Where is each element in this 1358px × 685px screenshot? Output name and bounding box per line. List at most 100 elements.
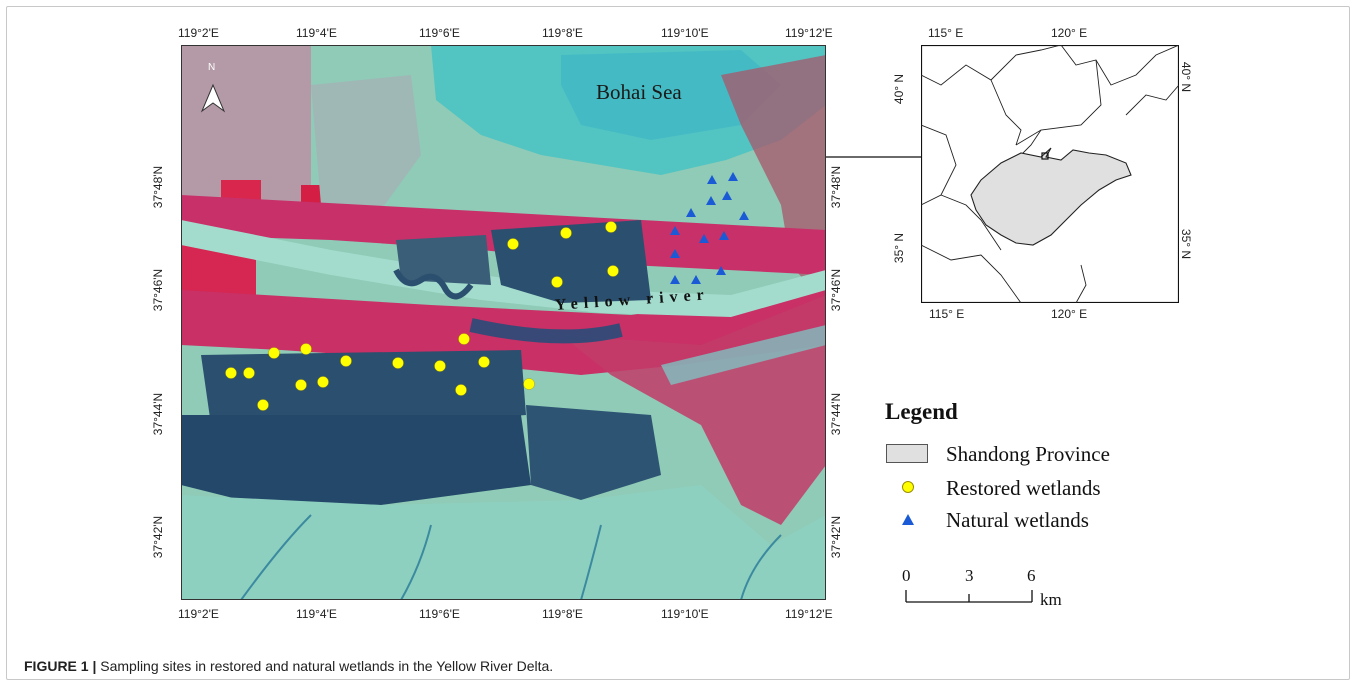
se-channel [661, 325, 826, 385]
tidal-creek [240, 514, 312, 600]
restored-wetland-marker [295, 379, 307, 391]
legend-swatch-restored [902, 481, 914, 493]
restored-wetland-marker [605, 221, 617, 233]
main-left-tick: 37°48'N [151, 165, 166, 209]
main-top-tick: 119°4'E [296, 26, 337, 40]
restored-wetland-marker [434, 360, 446, 372]
shandong-province-shape [970, 147, 1132, 246]
figure-frame [6, 6, 1350, 680]
yellow-river [181, 220, 826, 317]
river-bend [469, 318, 623, 344]
inset-bottom-tick: 115° E [929, 307, 965, 321]
natural-wetland-marker [691, 275, 701, 284]
main-right-tick: 37°44'N [829, 392, 844, 436]
river-meander [393, 268, 474, 300]
study-area-marker [1041, 152, 1049, 160]
legend-label-province: Shandong Province [946, 442, 1110, 466]
legend-label-restored: Restored wetlands [946, 476, 1101, 500]
main-right-tick: 37°46'N [829, 268, 844, 312]
nw-grey-area [311, 75, 421, 210]
natural-wetland-marker [670, 249, 680, 258]
natural-wetland-marker [699, 234, 709, 243]
natural-wetland-marker [686, 208, 696, 217]
sea-label: Bohai Sea [596, 80, 682, 104]
restored-wetland-marker [458, 333, 470, 345]
restored-wetland-marker [225, 367, 237, 379]
main-right-tick: 37°42'N [829, 515, 844, 559]
inset-bottom-tick: 120° E [1051, 307, 1088, 321]
main-left-tick: 37°46'N [151, 268, 166, 312]
main-top-tick: 119°2'E [178, 26, 219, 40]
main-left-tick: 37°42'N [151, 515, 166, 559]
natural-wetland-marker [728, 172, 738, 181]
north-arrow-icon: N [200, 62, 226, 113]
main-top-tick: 119°10'E [661, 26, 709, 40]
restored-ponds-south-2 [181, 415, 531, 505]
restored-wetland-marker [340, 355, 352, 367]
inset-top-tick: 115° E [928, 26, 964, 40]
natural-wetland-markers [670, 172, 749, 284]
main-top-tick: 119°8'E [542, 26, 583, 40]
natural-wetland-marker [719, 231, 729, 240]
inset-top-tick: 120° E [1051, 26, 1088, 40]
natural-wetland-marker [707, 175, 717, 184]
legend-title: Legend [885, 399, 958, 424]
natural-wetland-marker [716, 266, 726, 275]
sea-deep [561, 50, 781, 140]
restored-ponds-north [491, 220, 651, 303]
restored-wetland-marker [560, 227, 572, 239]
tidal-creek [400, 524, 432, 600]
restored-wetland-marker [551, 276, 563, 288]
satellite-map: N [181, 45, 826, 600]
restored-wetland-marker [268, 347, 280, 359]
restored-wetland-marker [607, 265, 619, 277]
inset-left-tick: 40° N [892, 73, 907, 105]
main-bottom-tick: 119°2'E [178, 607, 219, 621]
natural-wetland-marker [706, 196, 716, 205]
main-bottom-tick: 119°4'E [296, 607, 337, 621]
natural-wetland-marker [722, 191, 732, 200]
restored-wetland-markers [225, 221, 619, 411]
scale-tick-label: 3 [965, 566, 974, 585]
scale-unit: km [1040, 590, 1062, 609]
restored-wetland-marker [455, 384, 467, 396]
restored-wetland-marker [507, 238, 519, 250]
restored-wetland-marker [478, 356, 490, 368]
north-label: N [208, 62, 215, 73]
legend-swatch-province [886, 444, 928, 463]
scale-tick-label: 0 [902, 566, 911, 585]
scale-tick-label: 6 [1027, 566, 1036, 585]
main-top-tick: 119°6'E [419, 26, 460, 40]
restored-ponds-north-2 [396, 235, 491, 285]
legend-label-natural: Natural wetlands [946, 508, 1089, 532]
restored-wetland-marker [523, 378, 535, 390]
tidal-creek [580, 524, 602, 600]
main-bottom-tick: 119°12'E [785, 607, 833, 621]
restored-wetland-marker [243, 367, 255, 379]
main-bottom-tick: 119°10'E [661, 607, 709, 621]
inset-right-tick: 35° N [1179, 228, 1194, 260]
province-boundaries [921, 45, 1179, 303]
restored-wetland-marker [317, 376, 329, 388]
south-tidal-flat [181, 485, 826, 600]
restored-ponds-south [201, 350, 526, 425]
figure-caption: FIGURE 1 | Sampling sites in restored an… [24, 658, 553, 674]
natural-wetland-marker [670, 226, 680, 235]
main-bottom-tick: 119°8'E [542, 607, 583, 621]
main-bottom-tick: 119°6'E [419, 607, 460, 621]
main-top-tick: 119°12'E [785, 26, 833, 40]
natural-wetland-marker [739, 211, 749, 220]
inset-left-tick: 35° N [892, 232, 907, 264]
figure-label: FIGURE 1 | [24, 658, 97, 674]
main-right-tick: 37°48'N [829, 165, 844, 209]
legend-swatch-natural [902, 514, 914, 525]
tidal-creek [740, 534, 782, 600]
natural-wetland-marker [670, 275, 680, 284]
inset-location-map [921, 45, 1179, 303]
main-left-tick: 37°44'N [151, 392, 166, 436]
restored-ponds-east [526, 405, 661, 500]
scale-bar [905, 590, 1033, 603]
restored-wetland-marker [300, 343, 312, 355]
caption-text: Sampling sites in restored and natural w… [96, 658, 554, 674]
inset-right-tick: 40° N [1179, 61, 1194, 93]
